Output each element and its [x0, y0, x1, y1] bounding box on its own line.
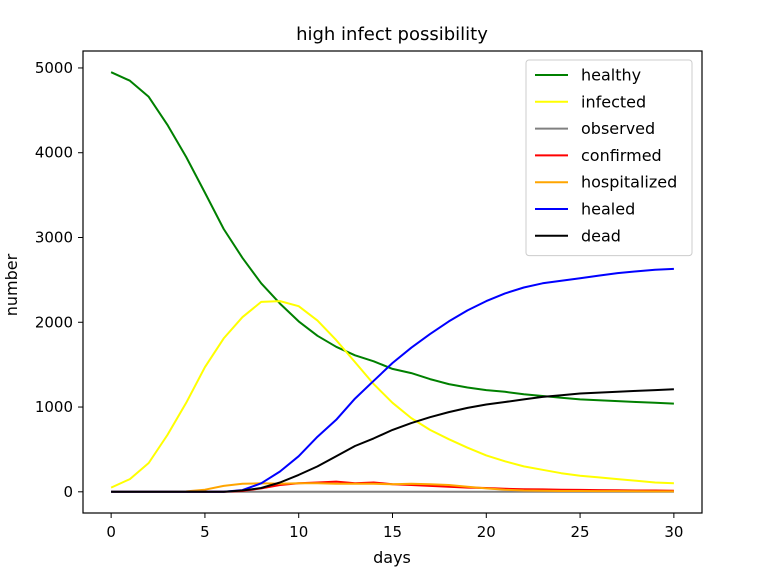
x-tick-label: 0 — [106, 523, 116, 541]
series-line-hospitalized — [111, 482, 674, 493]
x-tick-label: 5 — [200, 523, 210, 541]
x-tick-label: 30 — [664, 523, 683, 541]
y-tick-label: 3000 — [35, 228, 73, 246]
x-axis-ticks: 0 5 10 15 20 25 30 — [106, 513, 683, 541]
x-tick-label: 15 — [383, 523, 402, 541]
series-line-healthy — [110, 71, 674, 405]
y-axis-ticks: 0 1000 2000 3000 4000 5000 — [35, 59, 83, 501]
plot-lines — [110, 71, 674, 493]
x-axis-label: days — [373, 548, 411, 567]
legend-label-healthy: healthy — [581, 66, 641, 85]
legend-label-observed: observed — [581, 119, 655, 138]
x-tick-label: 25 — [571, 523, 590, 541]
x-tick-label: 20 — [477, 523, 496, 541]
y-tick-label: 5000 — [35, 59, 73, 77]
legend-box — [525, 59, 693, 257]
legend-label-healed: healed — [581, 200, 635, 219]
legend-label-infected: infected — [581, 92, 646, 111]
x-tick-label: 10 — [289, 523, 308, 541]
series-line-dead — [111, 388, 674, 493]
series-line-infected — [110, 300, 674, 489]
legend: healthy infected observed confirmed hospital… — [525, 59, 693, 257]
legend-label-dead: dead — [581, 226, 621, 245]
y-tick-label: 0 — [63, 483, 73, 501]
y-tick-label: 1000 — [35, 398, 73, 416]
chart-title: high infect possibility — [296, 24, 488, 45]
y-axis-label: number — [2, 253, 21, 316]
legend-label-hospitalized: hospitalized — [581, 173, 677, 192]
legend-label-confirmed: confirmed — [581, 146, 662, 165]
y-tick-label: 4000 — [35, 144, 73, 162]
y-tick-label: 2000 — [35, 313, 73, 331]
